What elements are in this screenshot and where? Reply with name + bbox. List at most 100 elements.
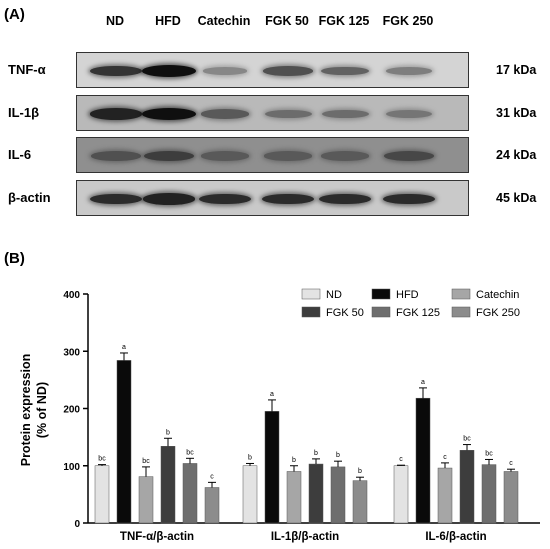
legend-swatch: [371, 306, 391, 318]
category-label: IL-6/β-actin: [425, 531, 486, 543]
legend-swatch: [301, 288, 321, 300]
bar: [242, 465, 258, 524]
legend-label: FGK 125: [396, 307, 440, 319]
protein-band: [143, 150, 195, 162]
bar: [352, 480, 368, 524]
legend-swatch: [451, 306, 471, 318]
lane-label: FGK 250: [382, 14, 434, 28]
protein-band: [202, 67, 248, 75]
kda-label: 45 kDa: [496, 191, 537, 205]
blot-strip: [76, 180, 469, 216]
panel-b-label: (B): [4, 250, 25, 267]
y-tick-label: 200: [63, 405, 80, 416]
bar: [94, 465, 110, 524]
significance-letter: bc: [186, 449, 194, 456]
legend-swatch: [301, 306, 321, 318]
y-tick-label: 300: [63, 347, 80, 358]
y-tick-label: 0: [74, 519, 80, 530]
protein-band: [386, 67, 432, 75]
protein-band: [320, 151, 370, 161]
significance-letter: bc: [142, 458, 150, 465]
kda-label: 31 kDa: [496, 106, 537, 120]
lane-label: FGK 125: [318, 14, 370, 28]
bar: [182, 463, 198, 524]
protein-band: [200, 109, 250, 119]
protein-band: [90, 65, 142, 77]
y-tick-label: 100: [63, 462, 80, 473]
significance-letter: b: [292, 457, 296, 464]
bar-chart: 0 100 200 300 400 Protein expression (% of ND)…: [19, 288, 540, 543]
significance-letter: c: [443, 454, 447, 461]
legend-label: FGK 50: [326, 307, 364, 319]
protein-band: [200, 151, 250, 161]
bar: [264, 411, 280, 524]
protein-band: [142, 65, 196, 77]
category-label: IL-1β/β-actin: [271, 531, 339, 543]
bar: [204, 487, 220, 524]
significance-letter: b: [314, 450, 318, 457]
kda-label: 24 kDa: [496, 148, 537, 162]
bar: [286, 471, 302, 524]
lane-label: FGK 50: [265, 14, 309, 28]
protein-band: [319, 193, 371, 205]
protein-band: [89, 108, 143, 120]
significance-letter: a: [270, 391, 274, 398]
protein-band: [383, 193, 435, 205]
significance-letter: c: [399, 456, 403, 463]
blot-strip: [76, 95, 469, 131]
protein-band: [142, 108, 196, 120]
bar: [330, 466, 346, 524]
significance-letter: c: [509, 460, 513, 467]
y-axis-title: (% of ND): [35, 382, 49, 438]
significance-letter: c: [210, 473, 214, 480]
significance-letter: a: [122, 344, 126, 351]
protein-label: β-actin: [8, 190, 51, 205]
protein-band: [321, 66, 369, 76]
kda-label: 17 kDa: [496, 63, 537, 77]
significance-letter: bc: [463, 436, 471, 443]
significance-letter: a: [421, 379, 425, 386]
legend-swatch: [451, 288, 471, 300]
y-tick-label: 400: [63, 290, 80, 301]
protein-label: TNF-α: [8, 62, 46, 77]
western-blot-panel: (A) ND HFD Catechin FGK 50 FGK 125 FGK 250 TN…: [0, 0, 550, 230]
lane-label: Catechin: [197, 14, 251, 28]
significance-letter: b: [166, 429, 170, 436]
legend-label: HFD: [396, 289, 419, 301]
significance-letter: b: [358, 468, 362, 475]
blot-strip: [76, 52, 469, 88]
protein-band: [321, 109, 369, 119]
category-label: TNF-α/β-actin: [120, 531, 194, 543]
y-axis-title: Protein expression: [19, 354, 33, 467]
bar: [437, 467, 453, 524]
bar: [160, 446, 176, 524]
legend-label: FGK 250: [476, 307, 520, 319]
significance-letter: b: [248, 454, 252, 461]
bar: [308, 463, 324, 524]
lane-label: HFD: [155, 14, 181, 28]
bar: [116, 360, 132, 524]
protein-band: [90, 193, 142, 205]
bar: [459, 450, 475, 524]
protein-band: [91, 151, 141, 161]
blot-strip: [76, 137, 469, 173]
bar: [481, 464, 497, 524]
significance-letter: b: [336, 452, 340, 459]
protein-band: [385, 109, 433, 119]
legend-swatch: [371, 288, 391, 300]
legend-label: Catechin: [476, 289, 519, 301]
bar: [503, 471, 519, 524]
protein-band: [263, 151, 313, 161]
bar: [393, 465, 409, 524]
protein-band: [384, 151, 434, 161]
protein-band: [199, 193, 251, 205]
protein-band: [142, 193, 196, 205]
protein-band: [262, 193, 314, 205]
protein-label: IL-1β: [8, 105, 40, 120]
protein-band: [264, 109, 312, 119]
significance-letter: bc: [485, 450, 493, 457]
bar: [138, 476, 154, 524]
protein-label: IL-6: [8, 147, 32, 162]
legend-label: ND: [326, 289, 342, 301]
bar: [415, 397, 431, 524]
